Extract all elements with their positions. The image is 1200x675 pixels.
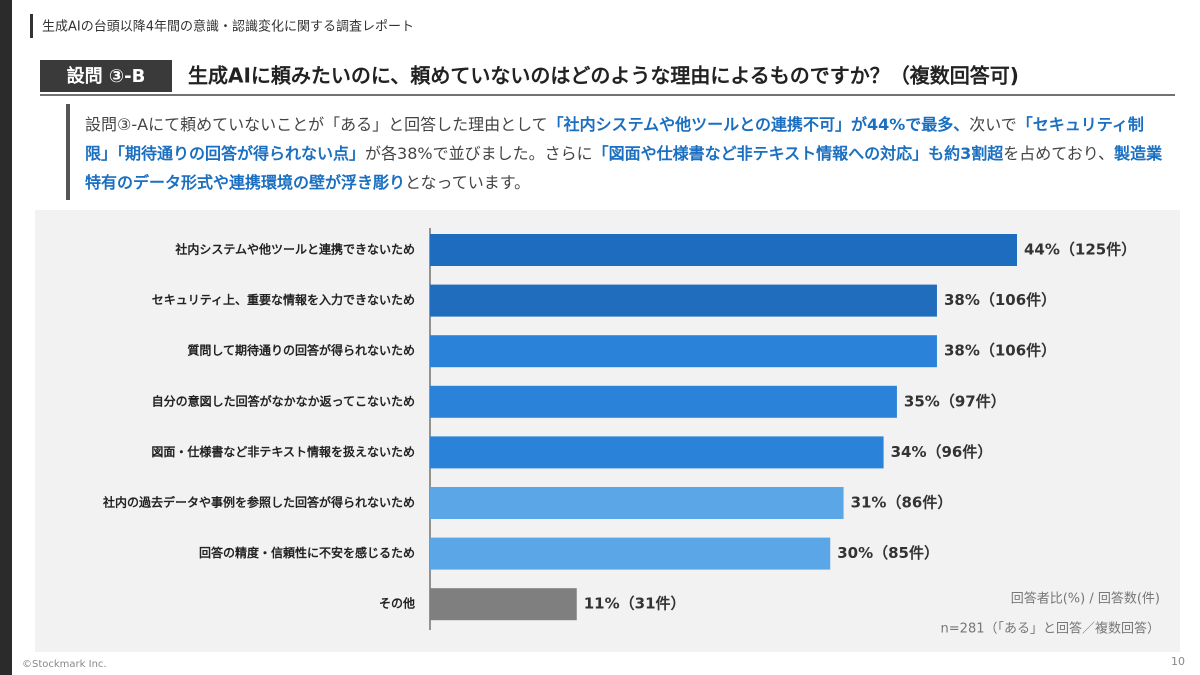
question-label: 設問 ③-B xyxy=(67,65,146,87)
bar xyxy=(430,385,897,418)
bar xyxy=(430,284,937,317)
description: 設問③-Aにて頼めていないことが「ある」と回答した理由として「社内システムや他ツ… xyxy=(85,110,1165,197)
category-label: 図面・仕様書など非テキスト情報を扱えないため xyxy=(151,444,415,459)
category-label: セキュリティ上、重要な情報を入力できないため xyxy=(152,292,415,307)
description-text: 次いで xyxy=(969,115,1017,134)
highlight-text: 製造業特有のデータ形式や連携環境の壁が浮き彫り xyxy=(85,144,1163,192)
category-label: 社内の過去データや事例を参照した回答が得られないため xyxy=(102,495,415,510)
description-text: が各38%で並びました。さらに xyxy=(365,144,593,163)
category-label: その他 xyxy=(379,596,415,611)
value-label: 34%（96件） xyxy=(891,443,993,461)
category-label: 回答の精度・信頼性に不安を感じるため xyxy=(199,545,415,560)
value-label: 35%（97件） xyxy=(904,392,1006,410)
question-box xyxy=(40,60,172,92)
note: 回答者比(%) / 回答数(件) xyxy=(1011,591,1160,607)
highlight-text: 「図面や仕様書など非テキスト情報への対応」も約3割超 xyxy=(592,144,1004,163)
category-label: 自分の意図した回答がなかなか返ってこないため xyxy=(152,393,415,408)
highlight-text: 「社内システムや他ツールとの連携不可」が44%で最多、 xyxy=(547,115,970,134)
bar xyxy=(430,234,1017,266)
question-title: 生成AIに頼みたいのに、頼めていないのはどのような理由によるものですか？（複数回… xyxy=(188,64,1019,88)
bar xyxy=(430,436,884,469)
bar xyxy=(430,537,831,570)
description-text: 設問③-Aにて頼めていないことが「ある」と回答した理由として xyxy=(85,115,548,134)
description-text: を占めており、 xyxy=(1003,144,1115,163)
description-text: となっています。 xyxy=(405,173,531,192)
copyright: ©Stockmark Inc. xyxy=(22,659,107,670)
value-label: 38%（106件） xyxy=(944,342,1056,360)
value-label: 44%（125件） xyxy=(1024,241,1136,259)
value-label: 31%（86件） xyxy=(851,494,953,512)
header-bar xyxy=(30,14,33,38)
note: n=281（「ある」と回答／複数回答） xyxy=(941,621,1160,637)
value-label: 30%（85件） xyxy=(837,544,939,562)
report-title: 生成AIの台頭以降4年間の意識・認識変化に関する調査レポート xyxy=(42,19,414,35)
edge-decoration xyxy=(0,0,12,675)
bar xyxy=(430,588,577,621)
value-label: 38%（106件） xyxy=(944,291,1056,309)
bar xyxy=(430,335,937,368)
bar xyxy=(430,487,844,519)
category-label: 社内システムや他ツールと連携できないため xyxy=(174,242,415,257)
page-number: 10 xyxy=(1171,655,1185,668)
highlight-text: 「セキュリティ制限」「期待通りの回答が得られない点」 xyxy=(85,115,1144,163)
description-bar xyxy=(66,104,70,200)
category-label: 質問して期待通りの回答が得られないため xyxy=(187,343,415,358)
value-label: 11%（31件） xyxy=(584,595,686,613)
chart-panel xyxy=(35,210,1180,652)
